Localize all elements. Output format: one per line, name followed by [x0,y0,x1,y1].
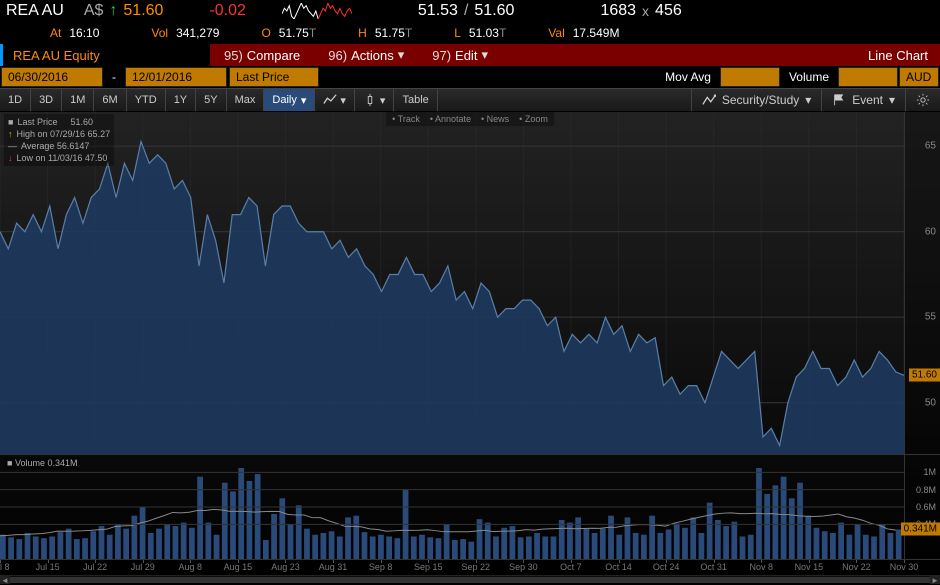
quote-header-row2: At 16:10 Vol 341,279 O 51.75T H 51.75T L… [0,22,940,44]
volume-chart-svg [0,455,940,559]
volume-input[interactable] [838,67,898,87]
chart-type-label[interactable]: Line Chart [856,48,940,63]
settings-button[interactable] [905,89,940,111]
volume-legend: ■ Volume 0.341M [4,457,80,469]
ctx-zoom[interactable]: • Zoom [519,114,548,124]
size-separator: x [642,3,649,19]
context-toolbar: • Track • Annotate • News • Zoom [386,112,554,126]
function-compare[interactable]: 95) Compare [210,44,314,66]
bidask-separator: / [464,2,468,20]
high-value: 51.75T [375,26,412,40]
bid-price: 51.53 [418,2,458,20]
vol-value: 341,279 [176,26,219,40]
ticker-field[interactable]: REA AU Equity [0,44,210,66]
currency-select[interactable]: AUD [899,67,939,87]
low-value: 51.03T [469,26,506,40]
range-ytd[interactable]: YTD [127,89,166,111]
open-value: 51.75T [279,26,316,40]
vol-label: Vol [151,26,168,40]
range-5y[interactable]: 5Y [196,89,226,111]
bid-size: 1683 [600,2,636,20]
volume-chart[interactable]: ■ Volume 0.341M 1M0.8M0.6M0.4M0.341M [0,454,940,559]
range-1d[interactable]: 1D [0,89,31,111]
chart-legend: ■Last Price 51.60 ↑High on 07/29/16 65.2… [4,114,114,166]
last-price: 51.60 [123,2,163,20]
chart-toolbar: 1D3D1M6MYTD1Y5YMax Daily▾ ▾ ▾ Table Secu… [0,88,940,112]
time-scrollbar[interactable]: ◄ ► [0,575,940,583]
chart-area: 5055606551.60 ■Last Price 51.60 ↑High on… [0,112,940,583]
at-label: At [50,26,61,40]
up-arrow-icon: ↑ [109,2,117,20]
price-field-select[interactable]: Last Price [229,67,319,87]
open-label: O [261,26,270,40]
at-value: 16:10 [69,26,99,40]
sparkline-chart [282,3,352,19]
candle-icon [363,93,377,107]
date-to-input[interactable]: 12/01/2016 [125,67,227,87]
ask-price: 51.60 [474,2,514,20]
chart-style-button[interactable]: ▾ [315,89,355,111]
movavg-input[interactable] [720,67,780,87]
price-change: -0.02 [209,2,245,20]
volume-yaxis: 1M0.8M0.6M0.4M0.341M [904,455,940,559]
ask-size: 456 [655,2,682,20]
interval-select[interactable]: Daily▾ [264,89,315,111]
function-edit[interactable]: 97) Edit [418,44,502,66]
param-bar: 06/30/2016 - 12/01/2016 Last Price Mov A… [0,66,940,88]
ctx-track[interactable]: • Track [392,114,420,124]
table-button[interactable]: Table [394,89,437,111]
time-axis: Jul 8Jul 15Jul 22Jul 29Aug 8Aug 15Aug 23… [0,559,940,575]
function-bar: REA AU Equity 95) Compare96) Actions97) … [0,44,940,66]
range-max[interactable]: Max [227,89,265,111]
range-1y[interactable]: 1Y [166,89,196,111]
range-1m[interactable]: 1M [62,89,94,111]
price-yaxis: 5055606551.60 [904,112,940,454]
ticker-symbol: REA AU [6,2,64,20]
val-value: 17.549M [573,26,620,40]
movavg-label[interactable]: Mov Avg [657,70,719,84]
date-from-input[interactable]: 06/30/2016 [1,67,103,87]
range-6m[interactable]: 6M [94,89,126,111]
function-actions[interactable]: 96) Actions [314,44,418,66]
currency-label: A$ [84,2,104,20]
security-study-button[interactable]: Security/Study▾ [691,89,821,111]
event-button[interactable]: Event▾ [821,89,905,111]
val-label: Val [548,26,564,40]
study-icon [702,93,716,107]
volume-label[interactable]: Volume [781,70,837,84]
ctx-news[interactable]: • News [481,114,509,124]
gear-icon [916,93,930,107]
price-chart-svg [0,112,940,454]
low-label: L [454,26,461,40]
range-3d[interactable]: 3D [31,89,62,111]
quote-header-row1: REA AU A$ ↑ 51.60 -0.02 51.53 / 51.60 16… [0,0,940,22]
candle-button[interactable]: ▾ [355,89,395,111]
date-sep: - [104,70,124,84]
scroll-thumb[interactable] [10,577,930,583]
line-chart-icon [323,93,337,107]
ctx-annotate[interactable]: • Annotate [430,114,471,124]
flag-icon [832,93,846,107]
high-label: H [358,26,367,40]
price-chart[interactable]: 5055606551.60 ■Last Price 51.60 ↑High on… [0,112,940,454]
